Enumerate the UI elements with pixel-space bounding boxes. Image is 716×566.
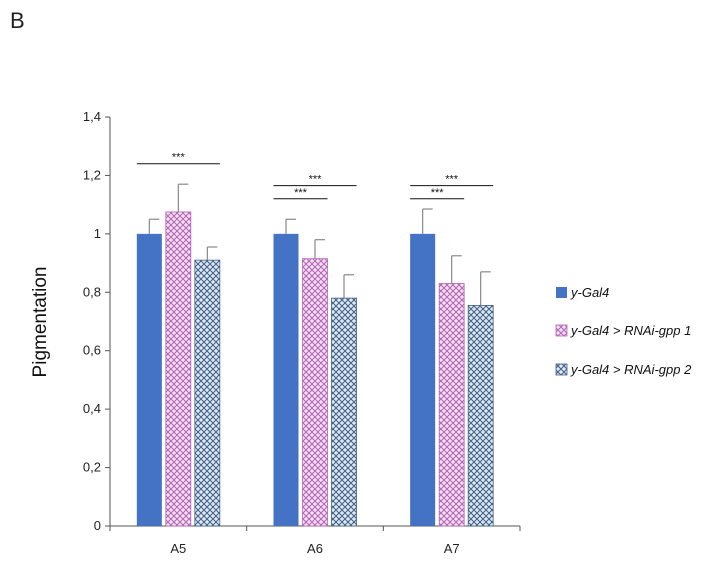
bar-A5-s2 — [165, 211, 192, 527]
bar-A6-s2 — [302, 258, 328, 527]
significance-label: *** — [294, 187, 308, 199]
bar-A6-s3 — [331, 297, 357, 527]
bar-A6-s1 — [273, 233, 299, 526]
bars — [136, 183, 494, 527]
y-tick-label: 1,2 — [83, 167, 101, 182]
bar-A5-s3 — [194, 259, 221, 527]
bar-A7-s3 — [467, 305, 494, 527]
legend-label: y-Gal4 > RNAi-gpp 2 — [570, 362, 692, 377]
y-tick-label: 0,4 — [83, 401, 101, 416]
x-tick-label: A5 — [170, 541, 186, 556]
significance-label: *** — [172, 152, 186, 164]
bar-A5-s1 — [136, 233, 162, 526]
legend-swatch — [555, 363, 568, 376]
bar-A7-s1 — [410, 233, 436, 526]
legend-swatch — [555, 324, 568, 337]
significance-label: *** — [309, 174, 323, 186]
y-axis-label: Pigmentation — [30, 267, 51, 378]
significance-label: *** — [431, 187, 445, 199]
significance-label: *** — [445, 174, 459, 186]
bar-A7-s2 — [438, 283, 465, 527]
legend-label: y-Gal4 — [570, 285, 609, 300]
panel-label: B — [10, 8, 25, 33]
legend-swatch — [556, 287, 567, 298]
y-tick-label: 1,4 — [83, 109, 101, 124]
x-tick-label: A6 — [307, 541, 323, 556]
y-tick-label: 0,8 — [83, 284, 101, 299]
axes: 0 0,2 0,4 0,6 0,8 1 1,2 1,4 A5 A6 A7 — [83, 109, 521, 556]
legend: y-Gal4 y-Gal4 > RNAi-gpp 1 y-Gal4 > RNAi-g… — [555, 285, 692, 377]
x-tick-label: A7 — [444, 541, 460, 556]
y-tick-label: 0,2 — [83, 460, 101, 475]
y-tick-label: 0,6 — [83, 343, 101, 358]
significance-markers: *************** — [136, 152, 494, 200]
y-tick-label: 0 — [94, 518, 101, 533]
y-tick-label: 1 — [94, 226, 101, 241]
legend-label: y-Gal4 > RNAi-gpp 1 — [570, 323, 691, 338]
